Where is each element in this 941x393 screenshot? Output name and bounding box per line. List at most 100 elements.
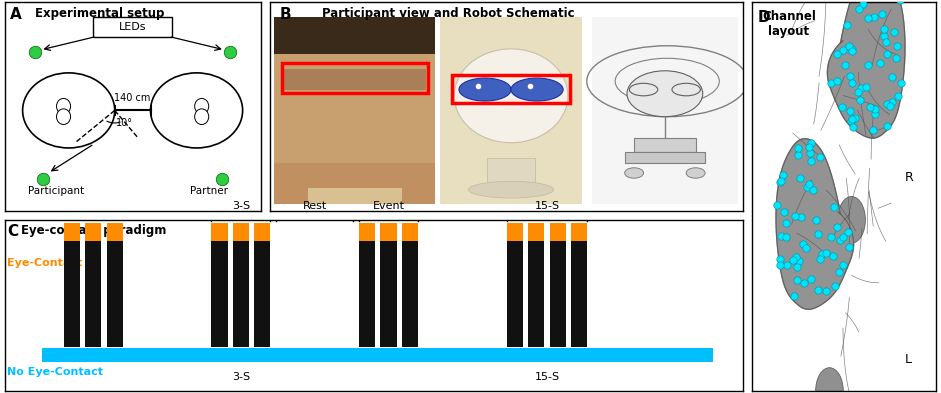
Point [885,74,900,81]
Point [836,233,851,240]
Text: 3-S: 3-S [231,202,250,211]
Point [840,22,855,28]
Bar [506,241,523,347]
Point [840,229,855,235]
Point [773,256,788,263]
Point [842,72,857,79]
Point [797,280,812,286]
Point [810,287,825,293]
Bar [284,69,426,90]
Point [818,250,833,256]
Point [844,79,859,86]
Bar [402,241,418,347]
Point [892,0,907,4]
Text: LEDs: LEDs [119,22,147,31]
Bar [106,241,123,347]
Ellipse shape [195,109,209,125]
Point [804,158,819,164]
Text: 15-S: 15-S [534,202,560,211]
Point [789,277,805,284]
Point [812,256,827,262]
Point [844,48,859,55]
Point [886,29,901,35]
Ellipse shape [56,98,71,114]
Point [776,208,791,215]
Point [799,245,814,251]
Bar [550,241,566,347]
Point [791,258,806,264]
Point [860,62,875,68]
Point [789,264,805,270]
Ellipse shape [469,181,553,198]
Circle shape [511,78,563,101]
Bar [275,163,436,204]
Point [802,181,817,187]
Point [800,184,815,191]
Point [819,288,834,294]
Bar [592,17,739,204]
Bar [528,224,545,241]
Point [825,253,840,259]
Point [844,46,859,53]
Point [858,84,873,90]
Text: 140 cm: 140 cm [115,93,151,103]
Point [841,42,856,49]
Point [868,111,883,118]
Text: L: L [905,353,912,366]
Text: Event: Event [373,202,405,211]
Ellipse shape [816,368,843,393]
Ellipse shape [625,168,644,178]
Bar [254,224,270,241]
Bar [281,64,428,93]
Point [827,283,842,289]
Point [829,51,844,57]
Bar [64,241,80,347]
Point [803,140,818,146]
Point [789,253,804,260]
Bar [86,224,102,241]
Point [880,101,895,107]
Bar [402,224,418,241]
Point [885,99,900,105]
Point [790,145,805,152]
Text: Partner: Partner [190,186,229,196]
Ellipse shape [195,98,209,114]
Point [780,262,795,268]
Bar [625,152,705,163]
Point [875,11,890,17]
Point [785,257,800,263]
Text: 15-S: 15-S [534,372,560,382]
Text: A: A [9,7,22,22]
Bar [41,348,713,362]
Point [774,233,789,239]
Point [778,234,793,241]
Bar [359,241,375,347]
Bar [275,17,436,204]
Bar [254,241,270,347]
Point [877,33,892,39]
Point [883,103,898,109]
Bar [506,224,523,241]
Bar [528,241,545,347]
Bar [550,224,566,241]
Point [873,60,888,66]
Text: Eye-contact paradigm: Eye-contact paradigm [21,224,167,237]
Point [790,152,805,158]
Point [773,179,788,185]
Point [842,107,857,114]
FancyBboxPatch shape [93,17,172,37]
Point [889,43,904,49]
Bar [571,241,587,347]
Bar [232,241,249,347]
Bar [275,54,436,169]
Text: R: R [904,171,913,184]
Polygon shape [827,0,905,138]
Bar [440,17,582,204]
Point [837,62,853,68]
Point [888,54,903,61]
Point [852,6,867,12]
Point [779,220,794,226]
Point [773,262,788,268]
Point [867,106,882,112]
Ellipse shape [56,109,71,125]
